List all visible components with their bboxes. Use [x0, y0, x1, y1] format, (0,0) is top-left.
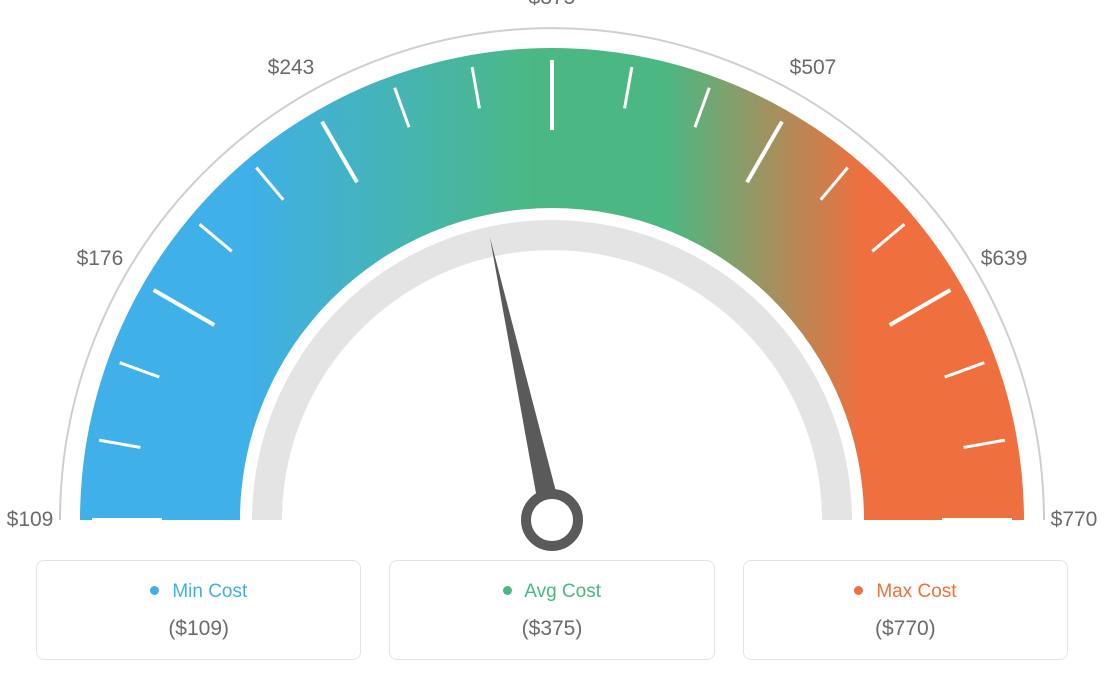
legend-card-min: Min Cost ($109): [36, 560, 361, 660]
svg-text:$507: $507: [790, 56, 837, 79]
legend-title-avg: Avg Cost: [400, 581, 703, 603]
dot-icon: [503, 586, 512, 595]
legend-value-min: ($109): [47, 617, 350, 641]
svg-text:$375: $375: [529, 0, 576, 9]
svg-text:$109: $109: [7, 508, 54, 531]
legend-title-max: Max Cost: [754, 581, 1057, 603]
legend-title-text: Min Cost: [172, 581, 247, 602]
legend-row: Min Cost ($109) Avg Cost ($375) Max Cost…: [0, 560, 1104, 680]
svg-text:$639: $639: [981, 247, 1028, 270]
svg-text:$176: $176: [77, 247, 124, 270]
dot-icon: [150, 586, 159, 595]
legend-value-max: ($770): [754, 617, 1057, 641]
legend-title-text: Max Cost: [876, 581, 956, 602]
gauge-chart: $109 $176 $243 $375 $507 $639 $770: [0, 0, 1104, 560]
legend-value-avg: ($375): [400, 617, 703, 641]
legend-card-avg: Avg Cost ($375): [389, 560, 714, 660]
legend-title-text: Avg Cost: [524, 581, 601, 602]
legend-title-min: Min Cost: [47, 581, 350, 603]
gauge-svg: $109 $176 $243 $375 $507 $639 $770: [0, 0, 1104, 560]
svg-text:$770: $770: [1051, 508, 1098, 531]
svg-text:$243: $243: [268, 56, 315, 79]
dot-icon: [854, 586, 863, 595]
legend-card-max: Max Cost ($770): [743, 560, 1068, 660]
